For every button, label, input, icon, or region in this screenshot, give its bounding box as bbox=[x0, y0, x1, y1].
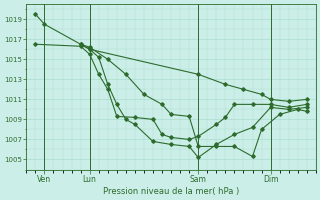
X-axis label: Pression niveau de la mer( hPa ): Pression niveau de la mer( hPa ) bbox=[103, 187, 239, 196]
